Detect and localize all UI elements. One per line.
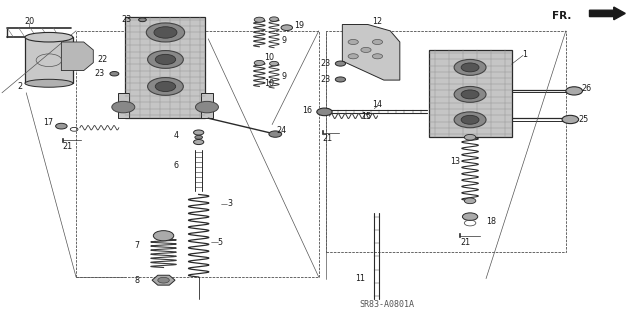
Text: 8: 8 <box>135 276 140 285</box>
Circle shape <box>147 23 184 42</box>
Circle shape <box>139 18 147 22</box>
Text: 23: 23 <box>122 15 132 24</box>
Text: 4: 4 <box>173 131 178 140</box>
Circle shape <box>348 54 358 59</box>
Polygon shape <box>589 7 625 20</box>
Circle shape <box>156 54 175 64</box>
Circle shape <box>254 17 264 22</box>
Text: 10: 10 <box>264 79 274 88</box>
Text: 1: 1 <box>522 50 527 59</box>
Circle shape <box>281 25 292 31</box>
Circle shape <box>154 231 173 241</box>
Text: 23: 23 <box>320 59 330 68</box>
Circle shape <box>454 112 486 128</box>
Text: 6: 6 <box>173 161 178 170</box>
Text: 26: 26 <box>582 85 592 93</box>
Circle shape <box>156 81 175 92</box>
Circle shape <box>254 60 264 65</box>
Text: 12: 12 <box>372 17 383 26</box>
Circle shape <box>110 71 119 76</box>
Text: 21: 21 <box>63 142 73 151</box>
Text: FR.: FR. <box>552 11 571 21</box>
Circle shape <box>148 78 183 95</box>
Circle shape <box>463 213 477 220</box>
Circle shape <box>461 90 479 99</box>
Circle shape <box>348 40 358 45</box>
Circle shape <box>335 77 346 82</box>
Circle shape <box>461 115 479 124</box>
Bar <box>25 37 73 83</box>
Circle shape <box>158 277 170 283</box>
Circle shape <box>195 101 218 113</box>
Circle shape <box>461 63 479 72</box>
Circle shape <box>195 135 202 139</box>
Bar <box>125 17 205 118</box>
Text: 23: 23 <box>320 75 330 84</box>
Text: 25: 25 <box>578 115 588 124</box>
Text: SR83-A0801A: SR83-A0801A <box>360 300 415 308</box>
Text: 22: 22 <box>98 55 108 64</box>
Bar <box>429 50 511 137</box>
Circle shape <box>372 40 383 45</box>
Bar <box>201 93 212 118</box>
Text: 16: 16 <box>302 106 312 115</box>
Text: 24: 24 <box>276 126 287 135</box>
Text: 2: 2 <box>17 82 22 91</box>
Text: 21: 21 <box>323 134 333 143</box>
Text: 14: 14 <box>372 100 383 109</box>
Circle shape <box>465 198 476 204</box>
Bar <box>118 93 129 118</box>
Polygon shape <box>342 25 400 80</box>
Text: 23: 23 <box>94 69 104 78</box>
Circle shape <box>112 101 135 113</box>
Ellipse shape <box>25 33 73 42</box>
Text: 17: 17 <box>43 118 53 128</box>
Text: 10: 10 <box>264 53 274 62</box>
Text: 9: 9 <box>282 36 287 45</box>
Text: 3: 3 <box>227 199 232 208</box>
Circle shape <box>269 61 278 66</box>
Circle shape <box>562 115 579 123</box>
Circle shape <box>154 27 177 38</box>
Circle shape <box>454 59 486 75</box>
Text: 13: 13 <box>451 157 461 166</box>
Circle shape <box>193 139 204 145</box>
Circle shape <box>335 61 346 66</box>
Circle shape <box>361 48 371 52</box>
Text: 20: 20 <box>24 17 35 26</box>
Ellipse shape <box>25 79 73 87</box>
Circle shape <box>454 86 486 102</box>
Circle shape <box>269 131 282 137</box>
Bar <box>326 31 566 252</box>
Text: 7: 7 <box>135 241 140 250</box>
Circle shape <box>148 50 183 68</box>
Circle shape <box>56 123 67 129</box>
Polygon shape <box>152 275 175 285</box>
Circle shape <box>269 17 278 21</box>
Text: 11: 11 <box>355 274 365 283</box>
Circle shape <box>372 54 383 59</box>
Text: 5: 5 <box>218 238 223 247</box>
Circle shape <box>317 108 332 116</box>
Text: 21: 21 <box>461 238 470 247</box>
Circle shape <box>465 134 476 140</box>
Text: 19: 19 <box>294 21 305 30</box>
Text: 15: 15 <box>361 112 371 121</box>
Bar <box>76 31 319 277</box>
Text: 18: 18 <box>486 217 496 226</box>
Circle shape <box>566 87 582 95</box>
Text: 9: 9 <box>282 72 287 81</box>
Polygon shape <box>61 42 93 70</box>
Circle shape <box>193 130 204 135</box>
